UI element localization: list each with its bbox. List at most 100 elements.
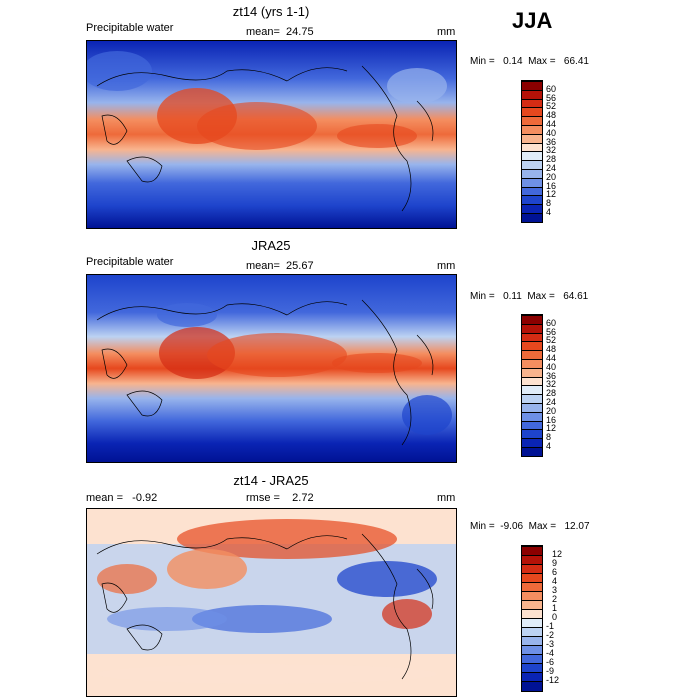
- panel-2-left-label: Precipitable water: [86, 256, 174, 268]
- panel-3-rmse-label: rmse = 2.72: [246, 492, 314, 504]
- colorbar-swatch: [522, 609, 542, 618]
- colorbar-swatch: [522, 315, 542, 324]
- colorbar-swatch: [522, 600, 542, 609]
- panel-1-map: [86, 40, 457, 229]
- colorbar-swatch: [522, 213, 542, 222]
- colorbar-swatch: [522, 81, 542, 90]
- colorbar-swatch: [522, 186, 542, 196]
- panel-3-map: [86, 508, 457, 697]
- colorbar-swatch: [522, 125, 542, 134]
- colorbar-swatch: [522, 341, 542, 351]
- panel-3-minmax: Min = -9.06 Max = 12.07: [470, 521, 590, 532]
- season-label: JJA: [512, 8, 553, 33]
- colorbar-tick-label: 20: [546, 171, 557, 182]
- colorbar-tick-label: 20: [546, 405, 557, 416]
- colorbar-tick-label: 32: [546, 145, 557, 156]
- panel-2-map-field: [87, 275, 456, 462]
- colorbar-tick-label: 4: [546, 207, 552, 217]
- panel-1-map-field: [87, 41, 456, 228]
- colorbar-tick-label: 0: [552, 612, 558, 622]
- colorbar-tick-label: 16: [546, 414, 557, 425]
- colorbar-tick-label: 9: [552, 558, 558, 568]
- colorbar-tick-label: 12: [552, 549, 563, 559]
- panel-2-mean-label: mean= 25.67: [246, 260, 314, 272]
- colorbar-tick-label: 28: [546, 388, 557, 399]
- colorbar-swatch: [522, 107, 542, 117]
- colorbar-tick-label: 52: [546, 101, 557, 112]
- panel-1-minmax: Min = 0.14 Max = 66.41: [470, 56, 589, 67]
- colorbar-swatch: [522, 195, 542, 205]
- colorbar-swatch: [522, 411, 542, 421]
- colorbar-swatch: [522, 385, 542, 395]
- colorbar-tick-label: 32: [546, 379, 557, 390]
- colorbar-tick-label: -6: [546, 657, 555, 667]
- colorbar-swatch: [522, 403, 542, 412]
- colorbar-tick-label: -9: [546, 666, 555, 676]
- panel-1-units-label: mm: [437, 26, 456, 38]
- colorbar-tick-label: 60: [546, 83, 557, 94]
- colorbar-tick-label: 4: [546, 441, 552, 451]
- panel-3-title: zt14 - JRA25: [233, 473, 309, 488]
- colorbar-swatch: [522, 151, 542, 161]
- colorbar-swatch: [522, 627, 542, 636]
- colorbar-tick-label: 12: [546, 189, 557, 200]
- colorbar-tick-label: 12: [546, 423, 557, 434]
- colorbar-tick-label: 60: [546, 317, 557, 328]
- colorbar-tick-label: 4: [552, 576, 558, 586]
- panel-1-colorbar: [521, 80, 543, 223]
- colorbar-swatch: [522, 204, 542, 213]
- colorbar-tick-label: 8: [546, 198, 552, 209]
- colorbar-tick-label: 36: [546, 136, 557, 147]
- colorbar-swatch: [522, 89, 542, 99]
- panel-2-colorbar: [521, 314, 543, 457]
- panel-1-mean-label: mean= 24.75: [246, 26, 314, 38]
- colorbar-swatch: [522, 133, 542, 143]
- colorbar-swatch: [522, 323, 542, 333]
- colorbar-tick-label: 56: [546, 326, 557, 337]
- colorbar-swatch: [522, 332, 542, 342]
- colorbar-tick-label: 3: [552, 585, 558, 595]
- colorbar-swatch: [522, 681, 542, 691]
- colorbar-tick-label: 40: [546, 127, 557, 138]
- colorbar-tick-label: 1: [552, 603, 558, 613]
- colorbar-swatch: [522, 98, 542, 108]
- colorbar-tick-label: -3: [546, 639, 555, 649]
- panel-3-colorbar: [521, 545, 543, 692]
- colorbar-tick-label: 24: [546, 397, 557, 407]
- colorbar-tick-label: 40: [546, 361, 557, 372]
- colorbar-swatch: [522, 663, 542, 672]
- colorbar-tick-label: 44: [546, 119, 557, 129]
- colorbar-swatch: [522, 564, 542, 573]
- colorbar-tick-label: 16: [546, 180, 557, 191]
- colorbar-swatch: [522, 429, 542, 439]
- colorbar-tick-label: 56: [546, 92, 557, 103]
- colorbar-swatch: [522, 169, 542, 178]
- colorbar-swatch: [522, 573, 542, 582]
- colorbar-swatch: [522, 555, 542, 564]
- colorbar-swatch: [522, 177, 542, 187]
- colorbar-swatch: [522, 582, 542, 591]
- colorbar-swatch: [522, 420, 542, 430]
- panel-2-minmax: Min = 0.11 Max = 64.61: [470, 291, 589, 302]
- colorbar-tick-label: 8: [546, 432, 552, 443]
- colorbar-tick-label: 28: [546, 154, 557, 165]
- colorbar-swatch: [522, 447, 542, 456]
- colorbar-tick-label: -4: [546, 648, 555, 658]
- colorbar-swatch: [522, 116, 542, 125]
- colorbar-swatch: [522, 546, 542, 555]
- colorbar-swatch: [522, 438, 542, 447]
- colorbar-swatch: [522, 367, 542, 377]
- colorbar-swatch: [522, 618, 542, 627]
- colorbar-swatch: [522, 591, 542, 600]
- colorbar-tick-label: 6: [552, 567, 558, 577]
- panel-1-title: zt14 (yrs 1-1): [232, 4, 310, 19]
- colorbar-tick-label: 24: [546, 163, 557, 173]
- colorbar-swatch: [522, 359, 542, 368]
- colorbar-tick-label: -1: [546, 621, 555, 631]
- colorbar-swatch: [522, 142, 542, 152]
- colorbar-swatch: [522, 160, 542, 169]
- colorbar-tick-label: 44: [546, 353, 557, 363]
- colorbar-tick-label: -2: [546, 630, 555, 640]
- colorbar-tick-label: 36: [546, 370, 557, 381]
- panel-3-mean-label: mean = -0.92: [86, 492, 158, 504]
